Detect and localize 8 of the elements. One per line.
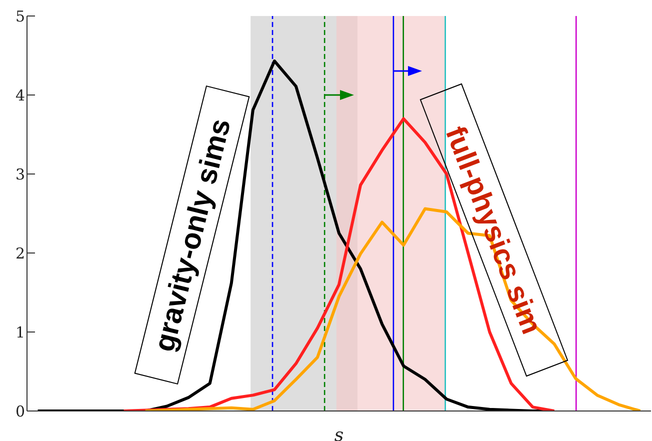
y-tick-label: 5 [15, 7, 25, 26]
y-tick-label: 4 [15, 86, 25, 104]
y-tick-label: 0 [15, 402, 25, 420]
y-tick-label: 2 [15, 244, 25, 262]
y-tick-label: 3 [15, 165, 25, 184]
x-axis-title: s [334, 425, 344, 441]
line-series [122, 117, 556, 411]
y-tick-label: 1 [15, 323, 25, 342]
